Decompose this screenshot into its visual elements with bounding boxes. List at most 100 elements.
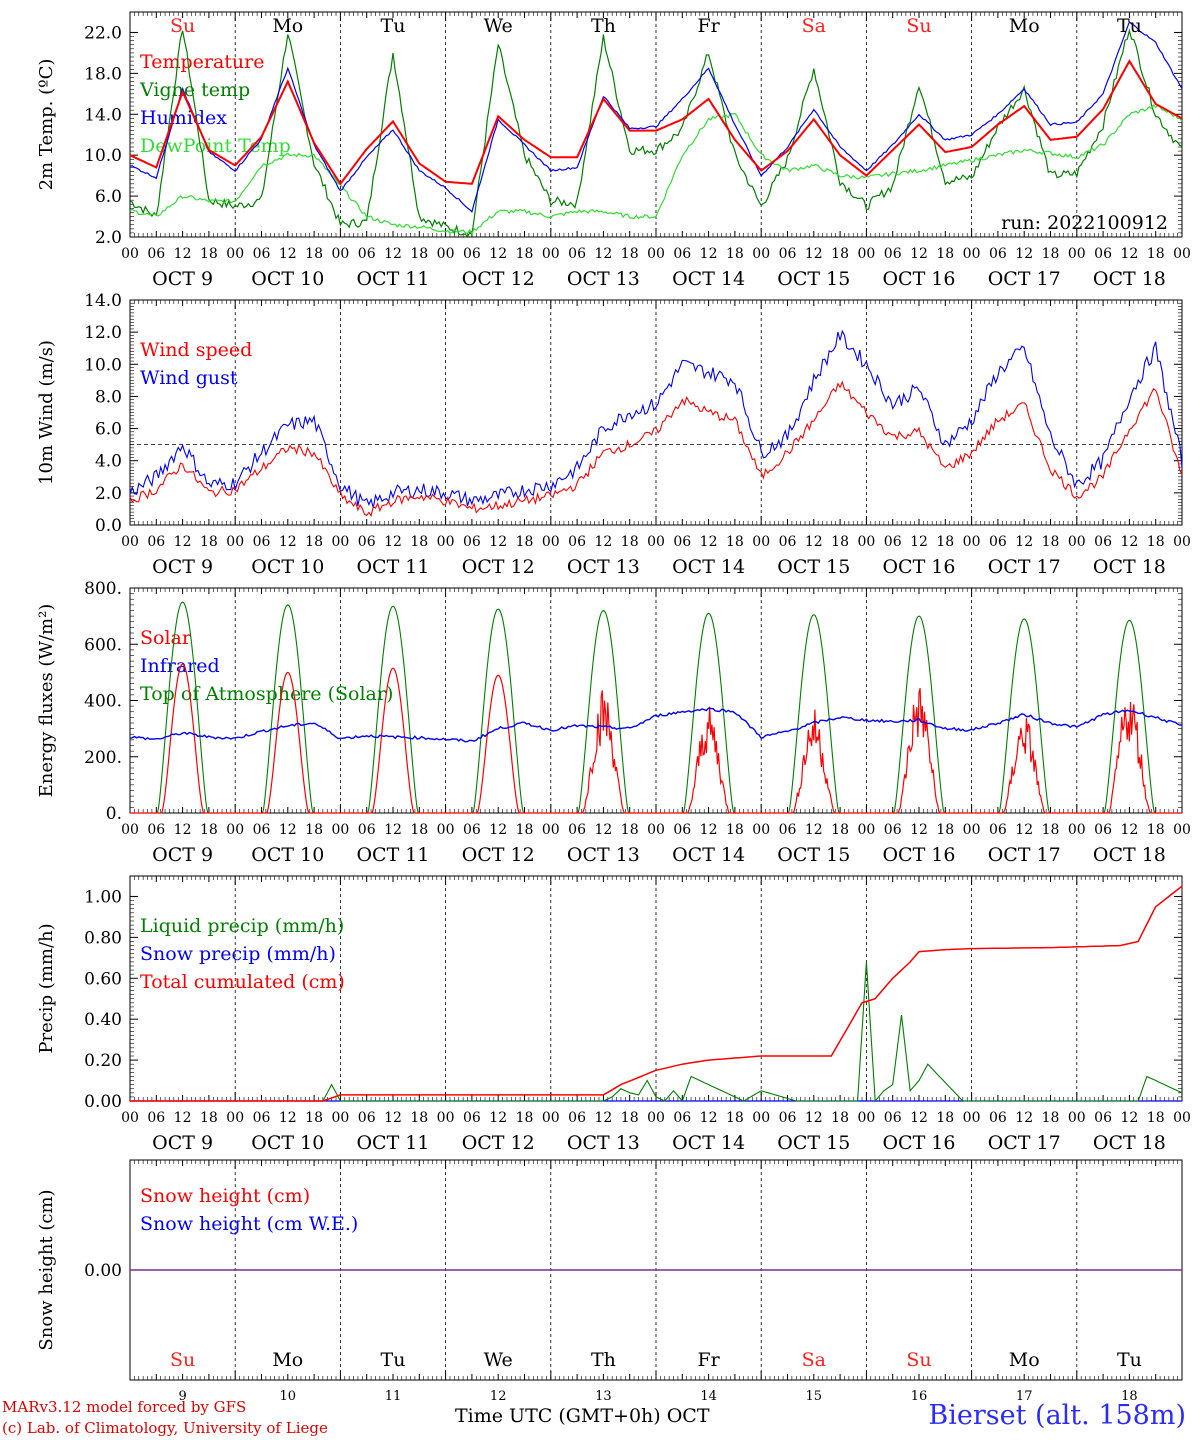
hour-tick-label: 06	[358, 1110, 376, 1126]
hour-tick-label: 18	[621, 534, 639, 550]
weekday-label: Fr	[697, 1349, 720, 1371]
day-number: 14	[700, 1389, 717, 1404]
date-label: OCT 17	[988, 844, 1061, 866]
y-tick-label: 0.	[106, 804, 122, 824]
date-label: OCT 18	[1093, 556, 1166, 578]
hour-tick-label: 18	[1147, 246, 1165, 262]
hour-tick-label: 00	[1068, 534, 1086, 550]
hour-tick-label: 12	[489, 822, 507, 838]
hour-tick-label: 06	[1094, 246, 1112, 262]
date-label: OCT 9	[152, 1132, 213, 1154]
hour-tick-label: 18	[621, 822, 639, 838]
hour-tick-label: 06	[568, 534, 586, 550]
hour-tick-label: 06	[358, 246, 376, 262]
date-label: OCT 16	[882, 268, 955, 290]
hour-tick-label: 00	[647, 1110, 665, 1126]
date-label: OCT 18	[1093, 268, 1166, 290]
hour-tick-label: 00	[752, 246, 770, 262]
hour-tick-label: 00	[647, 534, 665, 550]
y-tick-label: 6.0	[95, 420, 122, 440]
hour-tick-label: 12	[384, 1110, 402, 1126]
y-tick-label: 1.00	[84, 887, 122, 907]
legend-entry: Vigne temp	[139, 79, 250, 101]
date-label: OCT 15	[777, 556, 850, 578]
hour-tick-label: 18	[1147, 822, 1165, 838]
hour-tick-label: 00	[542, 822, 560, 838]
day-number: 10	[280, 1389, 297, 1404]
hour-tick-label: 12	[1120, 1110, 1138, 1126]
hour-tick-label: 06	[673, 246, 691, 262]
hour-tick-label: 06	[1094, 534, 1112, 550]
hour-tick-label: 00	[963, 246, 981, 262]
hour-tick-label: 18	[410, 534, 428, 550]
hour-tick-label: 00	[857, 1110, 875, 1126]
legend-entry: Snow precip (mm/h)	[140, 943, 336, 965]
hour-tick-label: 00	[437, 1110, 455, 1126]
hour-tick-label: 06	[989, 246, 1007, 262]
hour-tick-label: 06	[673, 1110, 691, 1126]
hour-tick-label: 00	[331, 822, 349, 838]
hour-tick-label: 00	[647, 246, 665, 262]
y-tick-label: 800.	[84, 579, 122, 599]
hour-tick-label: 00	[331, 1110, 349, 1126]
weekday-label: Su	[906, 15, 931, 37]
date-label: OCT 12	[462, 844, 535, 866]
hour-tick-label: 06	[568, 822, 586, 838]
hour-tick-label: 12	[910, 534, 928, 550]
hour-tick-label: 06	[463, 822, 481, 838]
hour-tick-label: 06	[779, 822, 797, 838]
hour-tick-label: 06	[884, 822, 902, 838]
hour-tick-label: 18	[516, 822, 534, 838]
hour-tick-label: 18	[936, 1110, 954, 1126]
y-axis-title: Energy fluxes (W/m²)	[36, 604, 57, 798]
y-tick-label: 22.0	[84, 23, 122, 43]
hour-tick-label: 18	[936, 534, 954, 550]
date-label: OCT 10	[251, 1132, 324, 1154]
y-tick-label: 10.0	[84, 355, 122, 375]
hour-tick-label: 06	[253, 246, 271, 262]
hour-tick-label: 06	[884, 1110, 902, 1126]
humidex-line	[129, 20, 1183, 213]
hour-tick-label: 00	[752, 534, 770, 550]
hour-tick-label: 12	[174, 1110, 192, 1126]
legend-entry: Humidex	[140, 107, 227, 129]
date-label: OCT 11	[356, 268, 429, 290]
hour-tick-label: 06	[463, 534, 481, 550]
y-tick-label: 0.20	[84, 1051, 122, 1071]
hour-tick-label: 00	[1068, 822, 1086, 838]
date-label: OCT 13	[567, 844, 640, 866]
hour-tick-label: 18	[726, 534, 744, 550]
lab-credit: (c) Lab. of Climatology, University of L…	[2, 1419, 328, 1437]
panel-frame	[129, 299, 1183, 526]
hour-tick-label: 06	[568, 246, 586, 262]
weekday-label: Su	[170, 1349, 195, 1371]
hour-tick-label: 06	[568, 1110, 586, 1126]
date-label: OCT 9	[152, 844, 213, 866]
hour-tick-label: 12	[910, 822, 928, 838]
hour-tick-label: 12	[384, 534, 402, 550]
panel-1: 2.0 6.0 10.0 14.0 18.0 22.0 2m Temp. (ºC) 00 06 1…	[36, 11, 1191, 290]
hour-tick-label: 00	[963, 822, 981, 838]
date-label: OCT 11	[356, 1132, 429, 1154]
hour-tick-label: 18	[410, 822, 428, 838]
hour-tick-label: 12	[805, 246, 823, 262]
hour-tick-label: 18	[936, 246, 954, 262]
hour-tick-label: 12	[805, 1110, 823, 1126]
hour-tick-label: 00	[752, 822, 770, 838]
date-label: OCT 10	[251, 844, 324, 866]
hour-tick-label: 00	[1068, 1110, 1086, 1126]
y-tick-label: 18.0	[84, 64, 122, 84]
hour-tick-label: 00	[226, 246, 244, 262]
date-label: OCT 12	[462, 1132, 535, 1154]
hour-tick-label: 00	[647, 822, 665, 838]
hour-tick-label: 12	[174, 534, 192, 550]
hour-tick-label: 00	[437, 534, 455, 550]
panel-2: 0.0 2.0 4.0 6.0 8.0 10.0 12.0 14.0 10m Wind (m/s…	[36, 291, 1191, 578]
hour-tick-label: 06	[673, 534, 691, 550]
legend-entry: Solar	[140, 627, 192, 649]
panel-5: 0.00 Snow height (cm) Snow height (cm) Snow…	[36, 1159, 1183, 1404]
hour-tick-label: 12	[910, 1110, 928, 1126]
hour-tick-label: 12	[910, 246, 928, 262]
day-number: 15	[806, 1389, 823, 1404]
weekday-label: Tu	[1117, 15, 1142, 37]
